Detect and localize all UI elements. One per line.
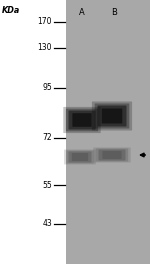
FancyBboxPatch shape	[66, 109, 98, 131]
FancyBboxPatch shape	[98, 106, 126, 126]
FancyBboxPatch shape	[96, 148, 128, 162]
Text: 72: 72	[42, 134, 52, 143]
Text: 170: 170	[38, 17, 52, 26]
Text: 55: 55	[42, 181, 52, 190]
FancyBboxPatch shape	[102, 151, 122, 159]
FancyBboxPatch shape	[72, 113, 92, 127]
FancyBboxPatch shape	[72, 153, 88, 161]
Bar	[66, 0, 150, 264]
FancyBboxPatch shape	[66, 150, 94, 163]
Text: 130: 130	[38, 44, 52, 53]
FancyBboxPatch shape	[69, 152, 92, 163]
FancyBboxPatch shape	[93, 148, 131, 163]
FancyBboxPatch shape	[95, 103, 129, 129]
Text: B: B	[111, 8, 117, 17]
Text: 43: 43	[42, 219, 52, 229]
FancyBboxPatch shape	[92, 101, 132, 130]
Text: A: A	[79, 8, 85, 17]
FancyBboxPatch shape	[99, 149, 126, 161]
FancyBboxPatch shape	[69, 111, 96, 130]
FancyBboxPatch shape	[64, 149, 96, 164]
FancyBboxPatch shape	[63, 107, 101, 133]
Text: KDa: KDa	[2, 6, 20, 15]
Text: 95: 95	[42, 83, 52, 92]
FancyBboxPatch shape	[102, 109, 122, 124]
